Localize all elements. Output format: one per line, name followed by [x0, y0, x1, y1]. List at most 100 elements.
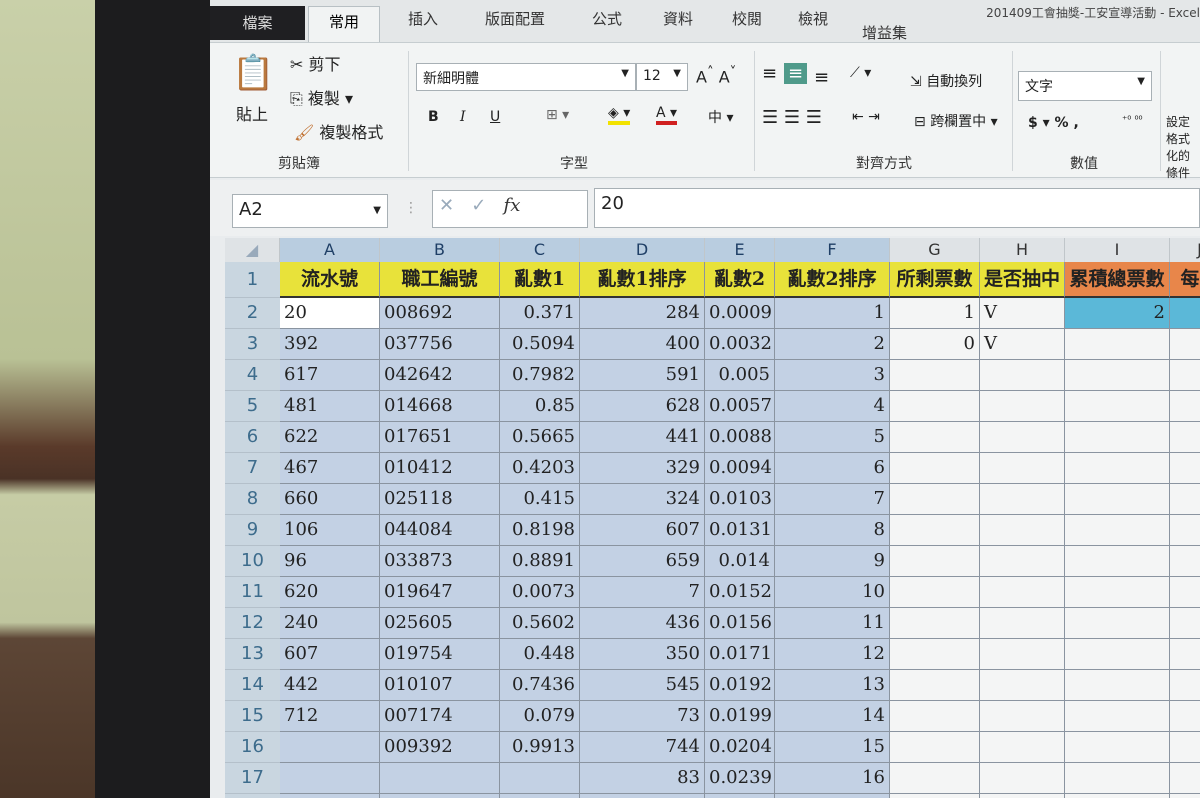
row-header-9[interactable]: 9 — [225, 515, 280, 546]
column-header-J[interactable]: J — [1170, 238, 1200, 262]
enter-icon[interactable]: ✓ — [471, 195, 487, 216]
cell-I18[interactable] — [1065, 794, 1170, 798]
tab-review[interactable]: 校閱 — [732, 10, 763, 28]
cell-I5[interactable] — [1065, 391, 1170, 422]
cell-B12[interactable]: 025605 — [380, 608, 500, 639]
grow-font-icon[interactable]: A˄ A˅ — [696, 65, 737, 87]
cell-F11[interactable]: 10 — [775, 577, 890, 608]
cell-G3[interactable]: 0 — [890, 329, 980, 360]
row-header-10[interactable]: 10 — [225, 546, 280, 577]
tab-insert[interactable]: 插入 — [408, 10, 439, 28]
cell-A12[interactable]: 240 — [280, 608, 380, 639]
tab-formulas[interactable]: 公式 — [592, 10, 623, 28]
cell-H6[interactable] — [980, 422, 1065, 453]
cell-B15[interactable]: 007174 — [380, 701, 500, 732]
tab-file[interactable]: 檔案 — [210, 6, 305, 40]
cell-D11[interactable]: 7 — [580, 577, 705, 608]
cell-J10[interactable] — [1170, 546, 1200, 577]
cell-J2[interactable] — [1170, 298, 1200, 329]
cell-H10[interactable] — [980, 546, 1065, 577]
cell-F13[interactable]: 12 — [775, 639, 890, 670]
tab-data[interactable]: 資料 — [663, 10, 694, 28]
cell-E12[interactable]: 0.0156 — [705, 608, 775, 639]
cell-J6[interactable] — [1170, 422, 1200, 453]
cell-E13[interactable]: 0.0171 — [705, 639, 775, 670]
align-bottom-icon[interactable]: ≡ — [814, 67, 830, 88]
cell-G17[interactable] — [890, 763, 980, 794]
cell-C4[interactable]: 0.7982 — [500, 360, 580, 391]
cell-G15[interactable] — [890, 701, 980, 732]
cell-J16[interactable] — [1170, 732, 1200, 763]
cell-G6[interactable] — [890, 422, 980, 453]
cell-G5[interactable] — [890, 391, 980, 422]
column-header-A[interactable]: A — [280, 238, 380, 262]
cell-A13[interactable]: 607 — [280, 639, 380, 670]
row-header-14[interactable]: 14 — [225, 670, 280, 701]
cell-E17[interactable]: 0.0239 — [705, 763, 775, 794]
cell-G8[interactable] — [890, 484, 980, 515]
cell-E6[interactable]: 0.0088 — [705, 422, 775, 453]
cell-I10[interactable] — [1065, 546, 1170, 577]
font-color-icon[interactable]: A ▾ — [656, 105, 678, 125]
cell-F4[interactable]: 3 — [775, 360, 890, 391]
header-cell-G[interactable]: 所剩票數 — [890, 262, 980, 298]
cell-A4[interactable]: 617 — [280, 360, 380, 391]
cell-J7[interactable] — [1170, 453, 1200, 484]
row-header-2[interactable]: 2 — [225, 298, 280, 329]
cell-J18[interactable] — [1170, 794, 1200, 798]
cell-D5[interactable]: 628 — [580, 391, 705, 422]
header-cell-H[interactable]: 是否抽中 — [980, 262, 1065, 298]
cell-A15[interactable]: 712 — [280, 701, 380, 732]
cell-I3[interactable] — [1065, 329, 1170, 360]
cell-J14[interactable] — [1170, 670, 1200, 701]
tab-home[interactable]: 常用 — [308, 6, 380, 42]
format-painter-button[interactable]: 🖌 複製格式 — [294, 123, 384, 142]
cell-A6[interactable]: 622 — [280, 422, 380, 453]
column-header-I[interactable]: I — [1065, 238, 1170, 262]
cell-E7[interactable]: 0.0094 — [705, 453, 775, 484]
merge-center-button[interactable]: ⊟ 跨欄置中 ▾ — [914, 114, 998, 130]
cell-C7[interactable]: 0.4203 — [500, 453, 580, 484]
italic-button[interactable]: I — [460, 109, 466, 125]
cell-C8[interactable]: 0.415 — [500, 484, 580, 515]
cell-C15[interactable]: 0.079 — [500, 701, 580, 732]
cell-A7[interactable]: 467 — [280, 453, 380, 484]
cell-I4[interactable] — [1065, 360, 1170, 391]
cell-H11[interactable] — [980, 577, 1065, 608]
cell-D14[interactable]: 545 — [580, 670, 705, 701]
cell-G16[interactable] — [890, 732, 980, 763]
cancel-icon[interactable]: ✕ — [439, 195, 455, 216]
row-header-3[interactable]: 3 — [225, 329, 280, 360]
align-middle-icon[interactable]: ≡ — [784, 63, 808, 84]
wrap-text-button[interactable]: ⇲ 自動換列 — [910, 74, 983, 90]
cell-B10[interactable]: 033873 — [380, 546, 500, 577]
orientation-icon[interactable]: ⟋ ▾ — [850, 65, 872, 81]
insert-function-button[interactable]: fx — [503, 195, 521, 216]
cell-F16[interactable]: 15 — [775, 732, 890, 763]
cell-I13[interactable] — [1065, 639, 1170, 670]
cell-B4[interactable]: 042642 — [380, 360, 500, 391]
cell-D4[interactable]: 591 — [580, 360, 705, 391]
cell-I15[interactable] — [1065, 701, 1170, 732]
cell-C3[interactable]: 0.5094 — [500, 329, 580, 360]
cell-E2[interactable]: 0.0009 — [705, 298, 775, 329]
cell-B8[interactable]: 025118 — [380, 484, 500, 515]
fill-color-icon[interactable]: ◈ ▾ — [608, 105, 631, 125]
cell-D8[interactable]: 324 — [580, 484, 705, 515]
header-cell-E[interactable]: 亂數2 — [705, 262, 775, 298]
cell-I12[interactable] — [1065, 608, 1170, 639]
bold-button[interactable]: B — [428, 109, 439, 125]
cell-G4[interactable] — [890, 360, 980, 391]
cell-J12[interactable] — [1170, 608, 1200, 639]
header-cell-J[interactable]: 每次 — [1170, 262, 1200, 298]
cell-A14[interactable]: 442 — [280, 670, 380, 701]
row-header-5[interactable]: 5 — [225, 391, 280, 422]
cell-I8[interactable] — [1065, 484, 1170, 515]
cell-E11[interactable]: 0.0152 — [705, 577, 775, 608]
header-cell-C[interactable]: 亂數1 — [500, 262, 580, 298]
cell-A17[interactable] — [280, 763, 380, 794]
cell-D15[interactable]: 73 — [580, 701, 705, 732]
row-header-11[interactable]: 11 — [225, 577, 280, 608]
column-header-E[interactable]: E — [705, 238, 775, 262]
name-box[interactable]: A2 ▼ — [232, 194, 388, 228]
